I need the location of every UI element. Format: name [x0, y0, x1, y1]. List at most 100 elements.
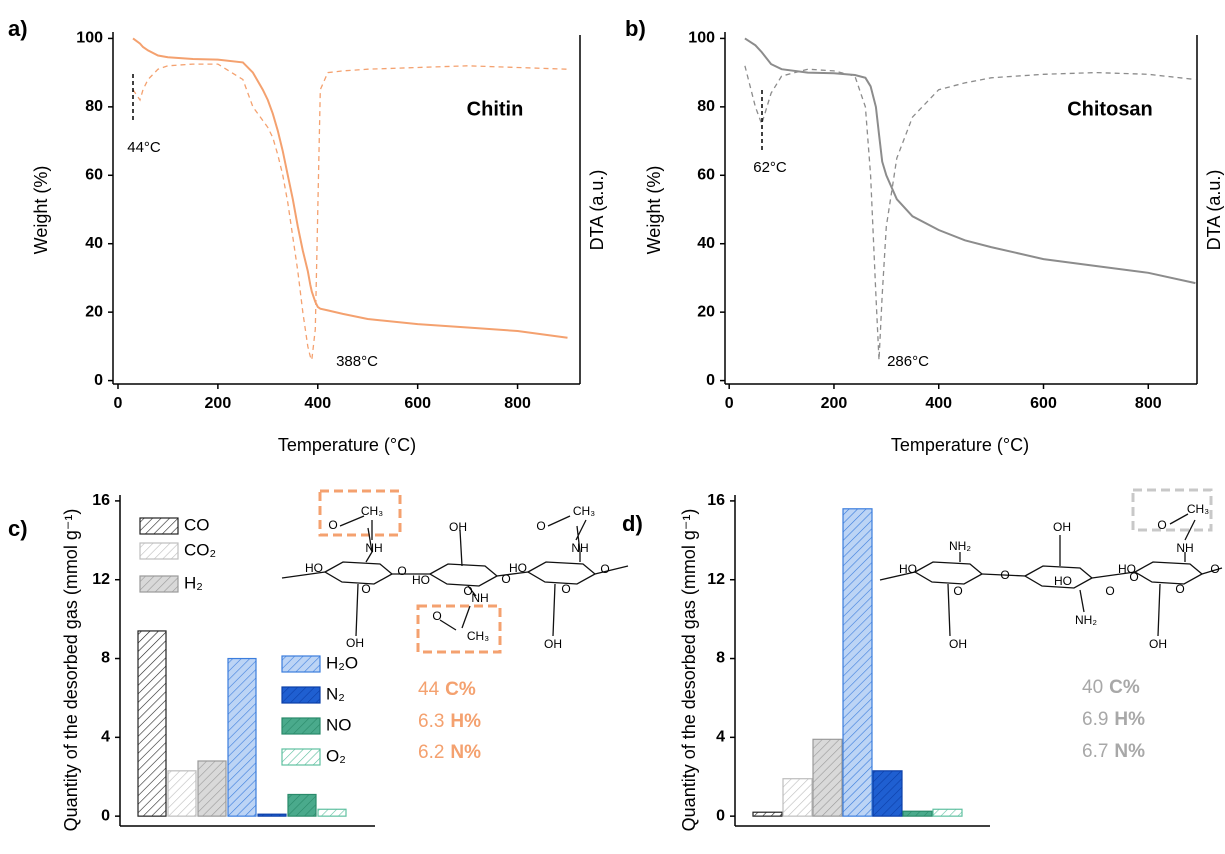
structure-label: OH: [1149, 637, 1167, 651]
peak-label: 388°C: [336, 353, 378, 370]
acetyl-box: [1131, 488, 1213, 532]
y-tick-label: 40: [85, 235, 103, 252]
composition-element: N%: [1114, 741, 1145, 762]
legend-label: H₂: [184, 573, 203, 592]
x-axis-title: Temperature (°C): [278, 435, 416, 455]
structure-label: NH: [471, 591, 488, 605]
x-axis-title: Temperature (°C): [891, 435, 1029, 455]
x-tick-label: 800: [1135, 395, 1162, 412]
composition: 44 C%: [418, 679, 476, 700]
structure-label: OH: [1053, 520, 1071, 534]
bar: [137, 630, 167, 817]
y-tick-label: 60: [85, 167, 103, 184]
bar: [752, 811, 783, 817]
chitin-structure: [281, 489, 629, 654]
chitosan-structure: [879, 488, 1223, 637]
structure-label: O: [1157, 518, 1166, 532]
structure-label: O: [361, 582, 370, 596]
y-tick-label: 80: [85, 98, 103, 115]
composition-value: 6.3: [418, 711, 444, 732]
structure-label: CH₃: [573, 504, 595, 518]
structure-label: NH: [571, 541, 588, 555]
bar: [227, 657, 257, 817]
x-tick-label: 400: [304, 395, 331, 412]
panel-label: d): [622, 511, 643, 536]
bar: [317, 808, 347, 817]
structure-label: HO: [305, 561, 323, 575]
bar: [932, 808, 963, 817]
structure-label: O: [463, 584, 472, 598]
structure-label: OH: [449, 520, 467, 534]
composition-element: C%: [1109, 677, 1140, 698]
bar: [167, 770, 197, 817]
y-tick-label: 100: [76, 30, 103, 47]
composition: 6.2 N%: [418, 742, 481, 763]
y-tick-label: 80: [697, 98, 715, 115]
legend-swatch: [281, 686, 321, 704]
bar: [842, 508, 873, 817]
composition-value: 6.7: [1082, 741, 1108, 762]
composition: 6.9 H%: [1082, 709, 1145, 730]
y-tick-label: 4: [716, 729, 725, 746]
structure-label: NH₂: [949, 539, 971, 553]
structure-label: O: [432, 609, 441, 623]
acetyl-box: [416, 604, 502, 654]
structure-label: O: [1105, 584, 1114, 598]
y-tick-label: 8: [716, 650, 725, 667]
y-tick-label: 12: [92, 571, 110, 588]
panel-label: c): [8, 516, 28, 541]
series-line: [132, 37, 568, 339]
y-tick-label: 0: [94, 372, 103, 389]
y-axis-title: Weight (%): [31, 166, 51, 255]
peak-label: 62°C: [753, 159, 787, 176]
structure-label: O: [1175, 582, 1184, 596]
y2-axis-title: DTA (a.u.): [1204, 170, 1224, 251]
series-line: [744, 65, 1196, 361]
y-tick-label: 0: [716, 807, 725, 824]
y-tick-label: 16: [707, 492, 725, 509]
legend-swatch: [281, 655, 321, 673]
panel-label: a): [8, 16, 28, 41]
composition: 40 C%: [1082, 677, 1140, 698]
y-axis-title: Weight (%): [644, 166, 664, 255]
structure-label: O: [1000, 568, 1009, 582]
series-line: [744, 37, 1196, 285]
structure-label: CH₃: [361, 504, 383, 518]
legend-swatch: [139, 542, 179, 560]
y-tick-label: 0: [706, 372, 715, 389]
x-tick-label: 600: [1030, 395, 1057, 412]
structure-label: HO: [509, 561, 527, 575]
structure-label: NH₂: [1075, 613, 1097, 627]
composition-value: 40: [1082, 677, 1103, 698]
x-tick-label: 200: [821, 395, 848, 412]
y-tick-label: 12: [707, 571, 725, 588]
y-tick-label: 8: [101, 650, 110, 667]
panel-label: b): [625, 16, 646, 41]
structure-label: O: [953, 584, 962, 598]
peak-label: 286°C: [887, 353, 929, 370]
structure-label: HO: [412, 573, 430, 587]
bar: [902, 810, 933, 817]
composition-value: 44: [418, 679, 440, 700]
peak-label: 44°C: [127, 139, 161, 156]
composition: 6.7 N%: [1082, 741, 1145, 762]
composition: 6.3 H%: [418, 711, 481, 732]
composition-value: 6.9: [1082, 709, 1108, 730]
legend-swatch: [281, 717, 321, 735]
y-tick-label: 0: [101, 807, 110, 824]
structure-label: NH: [365, 541, 382, 555]
bonds: [281, 515, 629, 637]
x-tick-label: 400: [925, 395, 952, 412]
y-tick-label: 20: [85, 303, 103, 320]
structure-label: HO: [899, 562, 917, 576]
y-tick-label: 60: [697, 167, 715, 184]
series-label: Chitosan: [1067, 98, 1153, 120]
structure-label: OH: [346, 636, 364, 650]
y-tick-label: 4: [101, 729, 110, 746]
bar: [257, 813, 287, 817]
composition-element: H%: [450, 711, 481, 732]
y-tick-label: 20: [697, 303, 715, 320]
composition-element: H%: [1114, 709, 1145, 730]
y-axis-title: Quantity of the desorbed gas (mmol g⁻¹): [679, 509, 699, 832]
